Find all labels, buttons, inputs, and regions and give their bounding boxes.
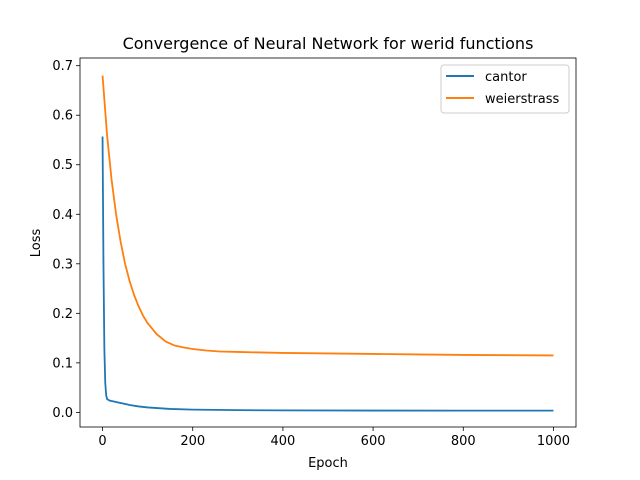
x-tick-label: 400: [270, 434, 295, 449]
y-tick-label: 0.0: [52, 406, 73, 421]
x-axis-label: Epoch: [308, 456, 348, 471]
series-line-cantor: [101, 136, 554, 412]
y-axis-ticks: 0.0 0.1 0.2 0.3 0.4 0.5 0.6 0.7: [52, 59, 80, 421]
legend-label-cantor: cantor: [485, 70, 527, 85]
x-tick-label: 800: [451, 434, 476, 449]
x-tick-label: 0: [98, 434, 106, 449]
x-tick-label: 1000: [537, 434, 570, 449]
y-tick-label: 0.2: [52, 307, 73, 322]
y-tick-label: 0.7: [52, 59, 73, 74]
x-tick-label: 600: [361, 434, 386, 449]
x-axis-ticks: 0 200 400 600 800 1000: [98, 427, 570, 449]
x-tick-label: 200: [180, 434, 205, 449]
y-tick-label: 0.4: [52, 208, 73, 223]
y-tick-label: 0.3: [52, 257, 73, 272]
y-tick-label: 0.6: [52, 109, 73, 124]
plot-area: [80, 58, 576, 427]
chart-title: Convergence of Neural Network for werid …: [123, 34, 534, 53]
legend: cantor weierstrass: [440, 64, 570, 114]
legend-label-weierstrass: weierstrass: [485, 92, 560, 107]
y-axis-label: Loss: [29, 229, 44, 258]
y-tick-label: 0.5: [52, 158, 73, 173]
y-tick-label: 0.1: [52, 356, 73, 371]
series-line-weierstrass: [101, 75, 554, 357]
plot-frame: [79, 57, 577, 428]
series-lines: [101, 75, 554, 412]
